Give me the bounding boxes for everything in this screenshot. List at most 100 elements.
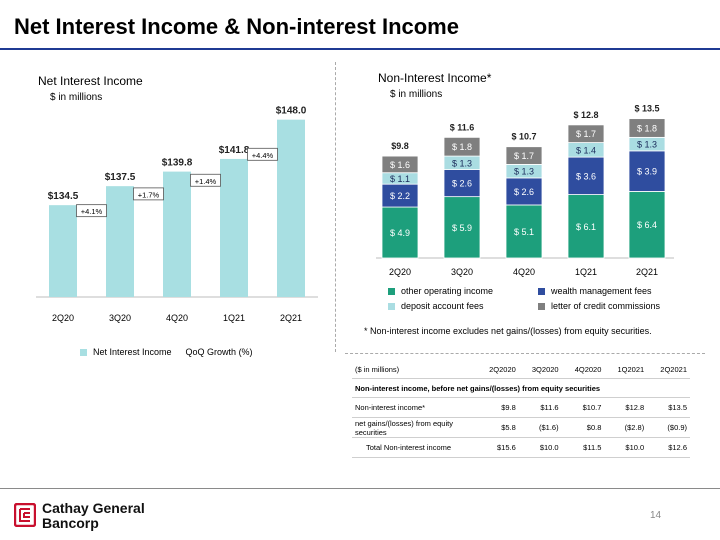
table-row-label: Total Non-interest income: [352, 437, 476, 458]
nonii-bar-segment: [567, 124, 605, 143]
nonii-segment-label: $ 1.3: [637, 140, 657, 150]
legend-swatch: [388, 287, 395, 295]
nonii-category-label: 1Q21: [575, 267, 597, 277]
nii-value-label: $141.8: [219, 145, 250, 156]
nonii-segment-label: $ 6.1: [576, 222, 596, 232]
legend-deposit-fees: deposit account fees: [388, 301, 538, 311]
table-cell: $11.6: [518, 397, 562, 418]
nonii-total-label: $ 12.8: [573, 110, 598, 120]
nonii-segment-label: $ 3.6: [576, 171, 596, 181]
table-row: net gains/(losses) from equity securitie…: [352, 417, 690, 438]
nonii-segment-label: $ 1.7: [514, 151, 534, 161]
legend-wealth-management: wealth management fees: [538, 286, 688, 296]
nonii-segment-label: $ 1.3: [452, 158, 472, 168]
table-section-title: Non-interest income, before net gains/(l…: [352, 378, 690, 398]
table-row: Total Non-interest income $15.6 $10.0 $1…: [352, 437, 690, 458]
vertical-divider: [335, 62, 336, 352]
nonii-total-label: $ 13.5: [634, 104, 659, 114]
nii-bar: [106, 186, 134, 297]
nonii-bar-segment: [628, 191, 666, 259]
qoq-growth-box: [247, 147, 278, 161]
legend-swatch: [538, 287, 545, 295]
logo-text-line1: Cathay General: [42, 500, 145, 516]
table-cell: $12.6: [647, 437, 690, 458]
nonii-segment-label: $ 1.8: [452, 142, 472, 152]
nii-chart-subtitle: $ in millions: [50, 92, 103, 103]
nonii-segment-label: $ 1.1: [390, 174, 410, 184]
qoq-growth-label: +4.1%: [81, 207, 103, 216]
table-row: Non-interest income* $9.8 $11.6 $10.7 $1…: [352, 397, 690, 418]
nii-value-label: $137.5: [105, 172, 136, 183]
nii-legend-swatch: [80, 348, 87, 356]
nii-bar: [220, 158, 248, 297]
nii-bar: [49, 205, 77, 297]
nonii-bar-segment: [443, 196, 481, 259]
nonii-stacked-bar-chart: $ 4.9 $ 2.2 $ 1.1 $ 1.6 $9.8 2Q20 $ 5.9 $ 2.6 $ …: [376, 104, 674, 277]
nonii-segment-label: $ 1.3: [514, 167, 534, 177]
table-cell: $11.5: [561, 437, 605, 458]
table-row-label: Non-interest income*: [352, 397, 476, 418]
nii-chart-title: Net Interest Income: [38, 74, 143, 88]
nii-legend: Net Interest Income QoQ Growth (%): [80, 347, 253, 357]
table-header-cell: 3Q2020: [518, 360, 562, 379]
nonii-bar-segment: [628, 118, 666, 138]
horizontal-divider: [345, 353, 705, 354]
table-row-label: net gains/(losses) from equity securitie…: [352, 417, 476, 438]
qoq-growth-label: +4.4%: [252, 151, 274, 160]
qoq-growth-label: +1.7%: [138, 190, 160, 199]
legend-label: other operating income: [401, 286, 494, 296]
nii-category-label: 1Q21: [223, 313, 245, 323]
table-cell: $10.0: [518, 437, 562, 458]
nonii-bar-segment: [505, 204, 543, 259]
qoq-growth-box: [190, 173, 221, 187]
table-header-cell: ($ in millions): [352, 360, 476, 379]
nii-category-label: 3Q20: [109, 313, 131, 323]
nii-legend-item: Net Interest Income: [80, 347, 172, 357]
table-cell: $9.8: [476, 397, 519, 418]
title-rule: [0, 48, 720, 50]
nii-value-label: $139.8: [162, 158, 193, 169]
nii-value-label: $134.5: [48, 191, 79, 202]
nii-value-label: $148.0: [276, 106, 307, 117]
page-number: 14: [650, 510, 662, 521]
table-header-row: ($ in millions) 2Q2020 3Q2020 4Q2020 1Q2…: [352, 360, 690, 379]
nonii-bar-segment: [443, 136, 481, 157]
qoq-legend-label: QoQ Growth (%): [185, 347, 253, 357]
nonii-segment-label: $ 1.4: [576, 145, 596, 155]
nonii-segment-label: $ 1.8: [637, 124, 657, 134]
nii-category-label: 2Q20: [52, 313, 74, 323]
nonii-table: ($ in millions) 2Q2020 3Q2020 4Q2020 1Q2…: [352, 360, 690, 458]
nonii-bar-segment: [443, 169, 481, 198]
legend-swatch: [538, 302, 545, 310]
nonii-bar-segment: [567, 194, 605, 259]
nonii-segment-label: $ 6.4: [637, 220, 657, 230]
nonii-segment-label: $ 2.6: [514, 187, 534, 197]
nii-legend-label: Net Interest Income: [93, 347, 172, 357]
qoq-growth-box: [76, 204, 107, 218]
qoq-legend-item: QoQ Growth (%): [186, 347, 253, 357]
footer-rule: [0, 488, 720, 489]
table-header-cell: 1Q2021: [604, 360, 648, 379]
qoq-growth-box: [133, 187, 164, 201]
table-header-cell: 4Q2020: [561, 360, 605, 379]
nonii-bar-segment: [567, 156, 605, 195]
nonii-segment-label: $ 2.6: [452, 179, 472, 189]
legend-label: letter of credit commissions: [551, 301, 661, 311]
table-header-cell: 2Q2020: [476, 360, 519, 379]
cathay-logo-icon: [14, 503, 36, 527]
nonii-bar-segment: [628, 150, 666, 192]
nonii-segment-label: $ 5.9: [452, 223, 472, 233]
nonii-segment-label: $ 1.7: [576, 129, 596, 139]
nonii-category-label: 2Q21: [636, 267, 658, 277]
nii-category-label: 4Q20: [166, 313, 188, 323]
nonii-total-label: $ 11.6: [450, 122, 475, 132]
nonii-segment-label: $ 4.9: [390, 228, 410, 238]
nonii-chart-title: Non-Interest Income*: [378, 71, 492, 85]
table-cell: ($2.8): [604, 417, 648, 438]
legend-letter-of-credit: letter of credit commissions: [538, 301, 688, 311]
table-header-cell: 2Q2021: [647, 360, 690, 379]
nonii-segment-label: $ 3.9: [637, 167, 657, 177]
nonii-bar-segment: [505, 177, 543, 206]
nonii-bar-segment: [505, 146, 543, 165]
nonii-legend: other operating income wealth management…: [388, 286, 688, 311]
